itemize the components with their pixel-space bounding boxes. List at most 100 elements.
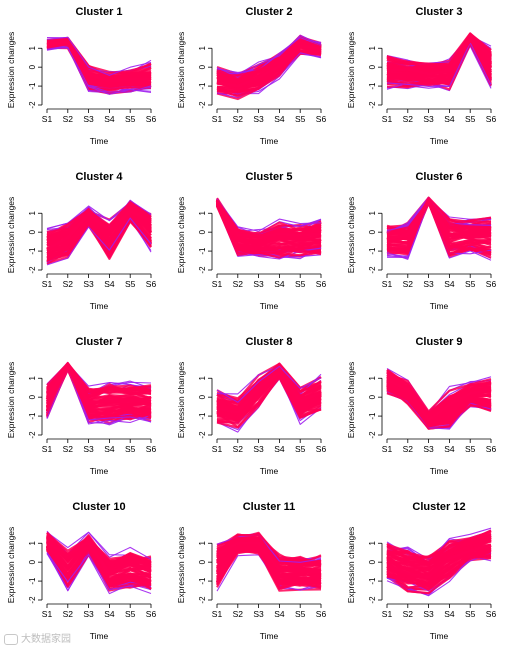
y-axis-label: Expression changes [176, 527, 186, 604]
chart-title: Cluster 4 [75, 171, 123, 183]
chart-cluster-12: Cluster 12 -2 -1 0 1 Expression changes S1 S2 S3… [346, 501, 496, 641]
x-tick-label: S6 [486, 609, 497, 619]
x-tick-label: S5 [295, 444, 306, 454]
x-tick-label: S5 [295, 114, 306, 124]
x-tick-label: S6 [146, 444, 157, 454]
mean-line [216, 371, 322, 414]
series-lines [386, 527, 492, 597]
series-line [216, 46, 322, 98]
y-tick-label: 0 [198, 394, 207, 399]
x-tick-label: S2 [403, 114, 414, 124]
series-line [216, 367, 322, 411]
x-tick-label: S4 [444, 114, 455, 124]
x-axis-label: Time [430, 136, 449, 146]
mean-line [386, 39, 492, 76]
y-tick-label: 1 [368, 45, 377, 50]
y-tick-label: -2 [198, 101, 207, 109]
series-line [46, 536, 152, 573]
mean-line [386, 543, 492, 579]
x-axis-label: Time [90, 631, 109, 641]
y-tick-label: 1 [28, 375, 37, 380]
x-tick-label: S3 [423, 279, 434, 289]
y-axis-label: Expression changes [176, 32, 186, 109]
x-tick-label: S1 [212, 609, 223, 619]
series-line [46, 212, 152, 250]
y-tick-label: 1 [198, 45, 207, 50]
y-tick-label: 0 [28, 64, 37, 69]
x-tick-label: S1 [42, 444, 53, 454]
y-tick-label: -2 [368, 266, 377, 274]
series-line [46, 552, 152, 595]
y-tick-label: 0 [368, 64, 377, 69]
x-tick-label: S3 [83, 279, 94, 289]
y-tick-label: -1 [368, 577, 377, 585]
x-tick-label: S4 [104, 114, 115, 124]
watermark: 大数据家园 [4, 630, 71, 645]
x-tick-label: S2 [63, 279, 74, 289]
x-tick-label: S2 [233, 444, 244, 454]
series-lines [386, 196, 492, 261]
series-line [386, 553, 492, 591]
series-line [386, 535, 492, 565]
y-tick-label: -2 [198, 431, 207, 439]
chart-cluster-11: Cluster 11 -2 -1 0 1 Expression changes S1 S2 S3… [176, 501, 326, 641]
series-line [216, 546, 322, 590]
x-tick-label: S4 [104, 444, 115, 454]
series-line [46, 42, 152, 86]
series-lines [46, 530, 152, 595]
y-axis-label: Expression changes [176, 197, 186, 274]
chart-title: Cluster 2 [245, 6, 292, 18]
mean-line [46, 540, 152, 575]
chart-title: Cluster 1 [75, 6, 122, 18]
y-tick-label: 1 [28, 540, 37, 545]
y-tick-label: 1 [198, 375, 207, 380]
x-axis-label: Time [260, 631, 279, 641]
series-line [46, 217, 152, 266]
series-line [386, 546, 492, 580]
x-tick-label: S4 [274, 279, 285, 289]
series-lines [386, 368, 492, 430]
series-line [386, 199, 492, 249]
y-tick-label: 0 [368, 229, 377, 234]
y-axis-label: Expression changes [6, 197, 16, 274]
x-axis-label: Time [430, 301, 449, 311]
y-tick-label: -2 [28, 431, 37, 439]
y-axis-label: Expression changes [6, 527, 16, 604]
y-tick-label: 0 [198, 229, 207, 234]
x-tick-label: S6 [316, 444, 327, 454]
x-tick-label: S5 [125, 279, 136, 289]
x-tick-label: S4 [274, 114, 285, 124]
x-tick-label: S2 [403, 444, 414, 454]
x-axis-label: Time [430, 466, 449, 476]
x-axis-label: Time [260, 136, 279, 146]
x-tick-label: S3 [83, 114, 94, 124]
y-axis-label: Expression changes [6, 362, 16, 439]
x-tick-label: S6 [146, 279, 157, 289]
x-tick-label: S5 [125, 114, 136, 124]
chart-title: Cluster 11 [243, 501, 296, 513]
x-tick-label: S1 [42, 114, 53, 124]
chart-cluster-6: Cluster 6 -2 -1 0 1 Expression changes S1 S2 S3 S… [346, 171, 496, 311]
series-lines [216, 362, 322, 433]
chart-cluster-2: Cluster 2 -2 -1 0 1 Expression changes S1 S2 S3 S… [176, 6, 326, 146]
series-lines [386, 32, 492, 92]
y-tick-label: -2 [28, 266, 37, 274]
y-tick-label: 0 [198, 64, 207, 69]
chart-cluster-4: Cluster 4 -2 -1 0 1 Expression changes S1 S2 S3 S… [6, 171, 156, 311]
x-tick-label: S1 [382, 279, 393, 289]
x-tick-label: S6 [486, 444, 497, 454]
y-tick-label: -1 [368, 82, 377, 90]
series-line [216, 372, 322, 419]
series-lines [46, 36, 152, 95]
mean-line [386, 378, 492, 422]
x-tick-label: S6 [316, 114, 327, 124]
x-tick-label: S5 [465, 609, 476, 619]
series-lines [215, 197, 322, 260]
y-tick-label: 0 [28, 229, 37, 234]
y-tick-label: -1 [198, 412, 207, 420]
series-line [46, 36, 152, 76]
mean-line [216, 541, 321, 574]
series-line [386, 384, 492, 427]
y-tick-label: -1 [28, 577, 37, 585]
y-tick-label: -2 [368, 431, 377, 439]
